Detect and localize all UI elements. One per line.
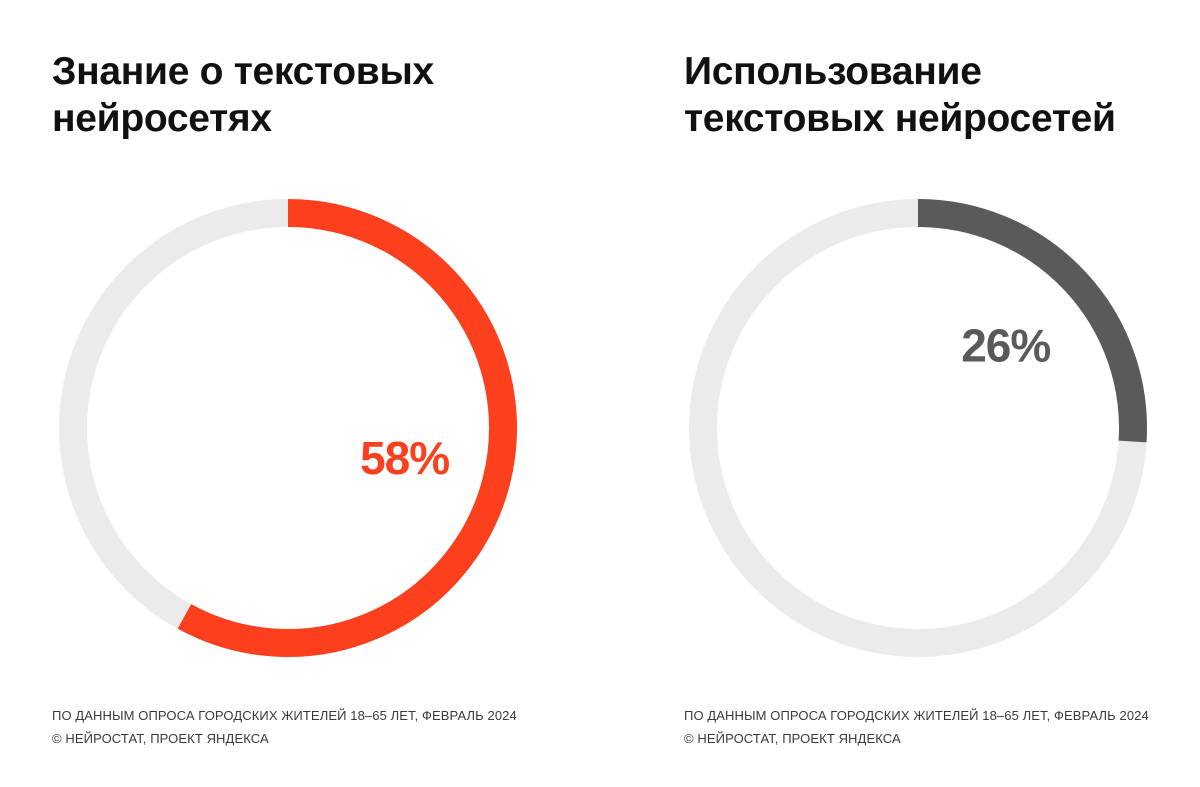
usage-source-line-2: © НЕЙРОСТАТ, ПРОЕКТ ЯНДЕКСА <box>684 731 901 746</box>
usage-source-line-1: ПО ДАННЫМ ОПРОСА ГОРОДСКИХ ЖИТЕЛЕЙ 18–65… <box>684 708 1149 723</box>
usage-value-label: 26% <box>961 320 1050 372</box>
usage-source-note: ПО ДАННЫМ ОПРОСА ГОРОДСКИХ ЖИТЕЛЕЙ 18–65… <box>684 704 1149 750</box>
knowledge-panel: Знание о текстовых нейросетях 58% ПО ДАН… <box>52 0 612 787</box>
knowledge-source-line-1: ПО ДАННЫМ ОПРОСА ГОРОДСКИХ ЖИТЕЛЕЙ 18–65… <box>52 708 517 723</box>
usage-chart-title: Использование текстовых нейросетей <box>684 48 1200 142</box>
usage-panel: Использование текстовых нейросетей 26% П… <box>684 0 1200 787</box>
knowledge-source-note: ПО ДАННЫМ ОПРОСА ГОРОДСКИХ ЖИТЕЛЕЙ 18–65… <box>52 704 517 750</box>
usage-title-line-1: Использование <box>684 50 982 93</box>
knowledge-title-line-2: нейросетях <box>52 97 272 140</box>
usage-title-line-2: текстовых нейросетей <box>684 97 1116 140</box>
knowledge-donut-chart: 58% <box>59 199 517 657</box>
usage-donut-chart: 26% <box>689 199 1147 657</box>
knowledge-donut-arc <box>177 199 517 657</box>
knowledge-title-line-1: Знание о текстовых <box>52 50 434 93</box>
knowledge-chart-title: Знание о текстовых нейросетях <box>52 48 572 142</box>
knowledge-value-label: 58% <box>360 432 449 484</box>
usage-donut-arc <box>917 199 1147 443</box>
knowledge-source-line-2: © НЕЙРОСТАТ, ПРОЕКТ ЯНДЕКСА <box>52 731 269 746</box>
